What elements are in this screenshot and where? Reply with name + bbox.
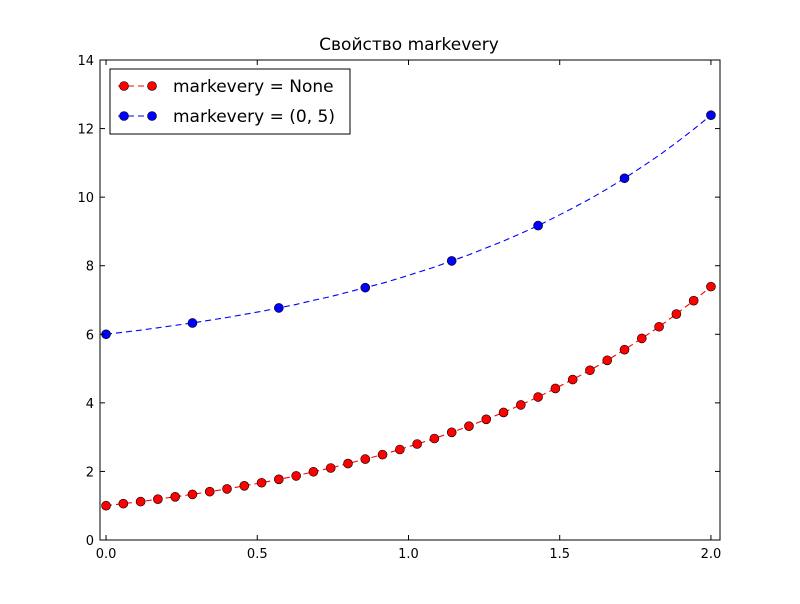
y-tick-label: 2: [86, 465, 94, 480]
data-point: [429, 433, 440, 444]
legend-marker: [119, 81, 129, 91]
data-point: [619, 173, 630, 184]
x-tick-label: 0.5: [247, 547, 268, 562]
legend-label: markevery = None: [173, 77, 334, 97]
y-tick-label: 12: [77, 123, 94, 138]
data-point: [291, 471, 301, 481]
data-point: [446, 427, 457, 438]
data-point: [516, 400, 526, 410]
legend-entries: markevery = None markevery = (0, 5): [118, 77, 335, 127]
y-tick-label: 4: [86, 397, 94, 412]
x-tick-label: 0.0: [96, 547, 117, 562]
data-point: [187, 489, 198, 500]
data-point: [256, 477, 267, 488]
data-point: [360, 454, 371, 464]
data-point: [585, 365, 595, 376]
data-point: [204, 486, 215, 497]
data-point: [274, 474, 284, 485]
data-point: [222, 484, 232, 494]
x-tick-label: 1.0: [398, 547, 419, 562]
y-tick-label: 10: [77, 191, 94, 206]
data-point: [360, 282, 371, 293]
y-tick-label: 6: [86, 328, 94, 343]
data-point: [706, 281, 716, 292]
data-point: [446, 256, 457, 266]
data-point: [153, 494, 163, 505]
data-point: [464, 421, 474, 431]
data-point: [688, 295, 699, 306]
series-1: [101, 281, 716, 511]
y-tick-label: 14: [77, 54, 94, 69]
y-tick-label: 8: [86, 260, 94, 275]
data-point: [135, 496, 146, 507]
legend-marker: [147, 81, 157, 91]
legend-entry-1: markevery = None: [118, 77, 334, 97]
x-tick-label: 2.0: [701, 547, 722, 562]
data-point: [101, 500, 111, 511]
x-tick-label: 1.5: [549, 547, 570, 562]
data-point: [395, 444, 405, 455]
data-point: [706, 110, 716, 120]
data-point: [481, 414, 492, 425]
data-point: [550, 383, 561, 394]
plot-series: [101, 110, 716, 511]
data-point: [654, 321, 664, 332]
data-point: [118, 498, 129, 509]
legend-marker: [147, 111, 157, 121]
data-point: [412, 439, 422, 449]
plot-frame: [99, 59, 721, 541]
data-point: [343, 458, 353, 469]
data-point: [274, 303, 284, 313]
data-point: [377, 449, 388, 460]
data-point: [533, 392, 543, 402]
data-point: [308, 466, 319, 477]
axis-ticks: 0.0 0.5 1.0 1.5 2.0 0 2 4 6 8 10 12 14: [77, 54, 721, 562]
data-point: [602, 355, 613, 366]
data-point: [636, 333, 647, 344]
series-line-2: [105, 114, 712, 335]
legend-label: markevery = (0, 5): [173, 107, 335, 127]
data-point: [170, 491, 180, 502]
legend-box: [109, 68, 351, 135]
data-point: [619, 344, 630, 355]
data-point: [567, 374, 578, 385]
data-point: [533, 220, 543, 231]
data-point: [187, 318, 198, 328]
series-2: [101, 110, 716, 340]
chart-legend: markevery = None markevery = (0, 5): [109, 68, 351, 135]
data-point: [671, 309, 682, 319]
data-point: [239, 481, 250, 491]
chart-title: Свойство markevery: [319, 35, 499, 55]
legend-entry-2: markevery = (0, 5): [118, 107, 335, 127]
legend-marker: [119, 111, 129, 121]
data-point: [498, 407, 509, 418]
y-tick-label: 0: [86, 534, 94, 549]
data-point: [325, 463, 336, 473]
